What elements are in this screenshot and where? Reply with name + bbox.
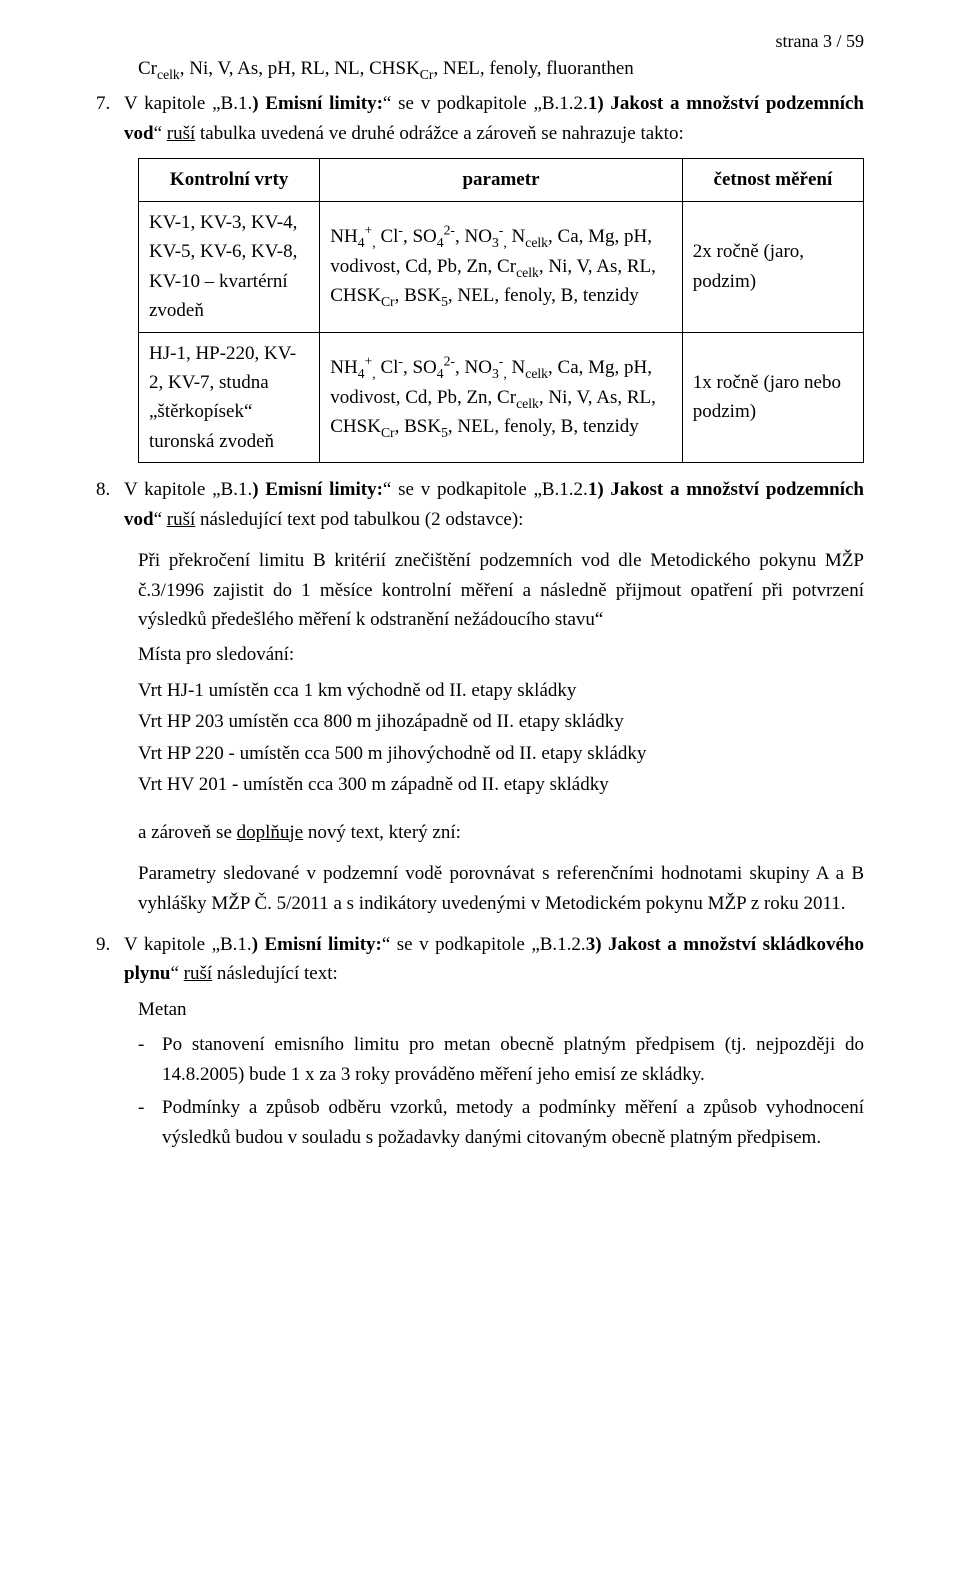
bullet-dash: - — [138, 1030, 162, 1089]
para8-number: 8. — [96, 475, 124, 534]
table-row: NH4+, Cl-, SO42-, NO3-, Ncelk, Ca, Mg, p… — [320, 201, 683, 332]
table-row: KV-1, KV-3, KV-4, KV-5, KV-6, KV-8, KV-1… — [139, 201, 320, 332]
mista-label: Místa pro sledování: — [96, 640, 864, 669]
monitoring-table: Kontrolní vrty parametr četnost měření K… — [138, 158, 864, 463]
list-item: Podmínky a způsob odběru vzorků, metody … — [162, 1093, 864, 1152]
para7-number: 7. — [96, 89, 124, 148]
chem-list-line: Crcelk, Ni, V, As, pH, RL, NL, CHSKCr, N… — [96, 54, 864, 83]
list-item: Po stanovení emisního limitu pro metan o… — [162, 1030, 864, 1089]
bullet-dash: - — [138, 1093, 162, 1152]
list-item: Vrt HP 203 umístěn cca 800 m jihozápadně… — [138, 707, 864, 736]
table-row: NH4+, Cl-, SO42-, NO3-, Ncelk, Ca, Mg, p… — [320, 332, 683, 463]
list-item: Vrt HP 220 - umístěn cca 500 m jihovýcho… — [138, 739, 864, 768]
doplnuje-line: a zároveň se doplňuje nový text, který z… — [96, 818, 864, 847]
th-kontrolni: Kontrolní vrty — [139, 159, 320, 201]
table-row: HJ-1, HP-220, KV-2, KV-7, studna „štěrko… — [139, 332, 320, 463]
metan-label: Metan — [96, 995, 864, 1024]
para-prekroceni: Při překročení limitu B kritérií znečišt… — [96, 546, 864, 634]
list-item: Vrt HV 201 - umístěn cca 300 m západně o… — [138, 770, 864, 799]
page-number: strana 3 / 59 — [776, 28, 864, 56]
table-row: 1x ročně (jaro nebo podzim) — [682, 332, 863, 463]
para9-number: 9. — [96, 930, 124, 989]
th-parametr: parametr — [320, 159, 683, 201]
para8-text: V kapitole „B.1.) Emisní limity:“ se v p… — [124, 475, 864, 534]
para7-text: V kapitole „B.1.) Emisní limity:“ se v p… — [124, 89, 864, 148]
para9-text: V kapitole „B.1.) Emisní limity:“ se v p… — [124, 930, 864, 989]
list-item: Vrt HJ-1 umístěn cca 1 km východně od II… — [138, 676, 864, 705]
para-param: Parametry sledované v podzemní vodě poro… — [96, 859, 864, 918]
table-row: 2x ročně (jaro, podzim) — [682, 201, 863, 332]
th-cetnost: četnost měření — [682, 159, 863, 201]
